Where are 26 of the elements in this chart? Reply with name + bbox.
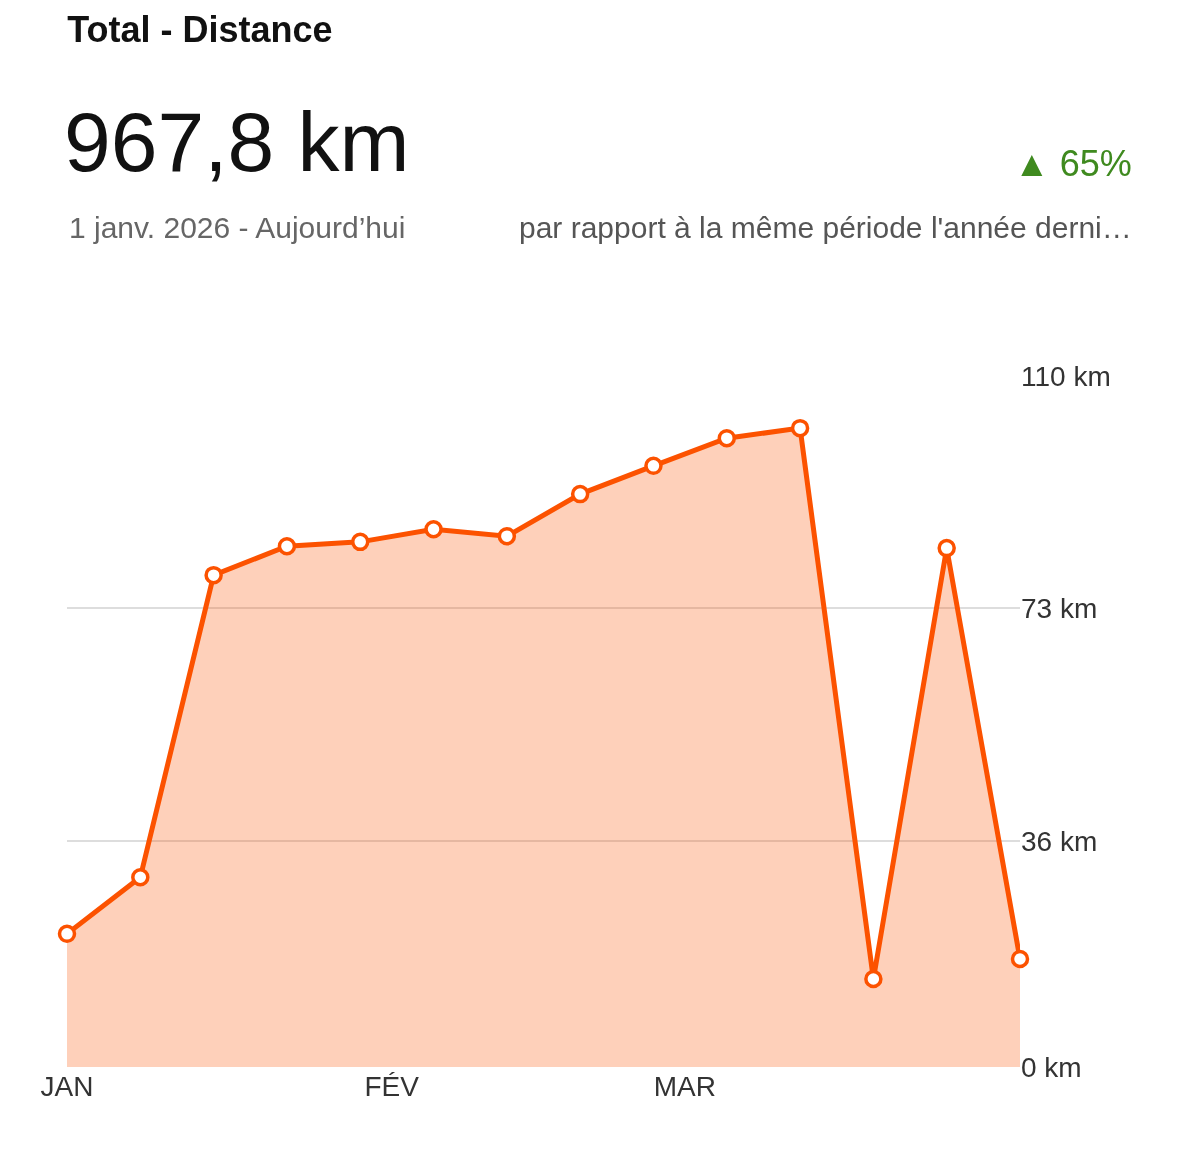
y-tick-label: 110 km [1021, 360, 1111, 392]
point [790, 418, 810, 438]
x-tick-label: JAN [40, 1071, 94, 1102]
point [717, 428, 737, 448]
y-tick-label: 36 km [1021, 825, 1098, 857]
point [497, 526, 517, 546]
point [864, 969, 883, 989]
point [57, 924, 77, 944]
point [204, 565, 223, 585]
point [570, 484, 590, 504]
x-tick-label: MAR [653, 1071, 716, 1102]
chart-subtitle: 1 janv. 2026 - Aujourd’hui [69, 211, 406, 244]
x-tick-label: FÉV [364, 1071, 420, 1102]
point [1010, 949, 1030, 969]
text: par rapport à la même période l'année derni… [519, 211, 1132, 244]
text: 967,8 km [64, 95, 410, 189]
point [424, 520, 443, 539]
point [350, 532, 370, 552]
y-tick-label: 0 km [1021, 1051, 1082, 1083]
point [277, 536, 297, 556]
point [131, 868, 150, 887]
point [937, 538, 956, 558]
point [644, 456, 663, 476]
y-tick-label: 73 km [1021, 593, 1098, 625]
text: ▲ 65% [1014, 143, 1132, 184]
chart-title: Total - Distance [67, 8, 333, 50]
